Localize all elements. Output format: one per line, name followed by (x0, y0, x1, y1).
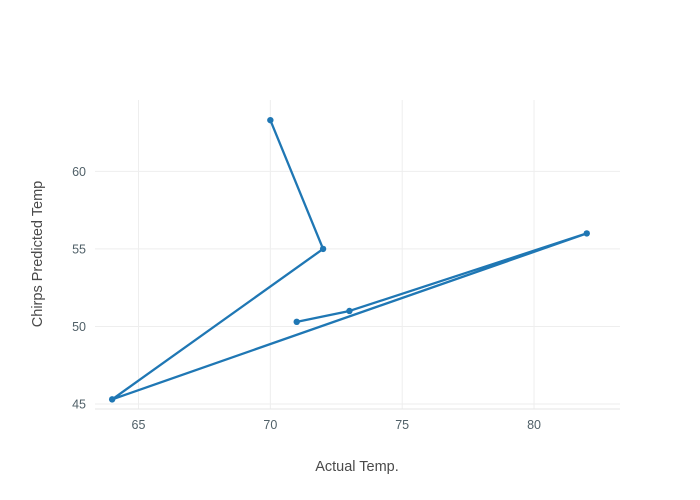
y-tick-label: 60 (72, 165, 86, 179)
y-tick-label: 55 (72, 242, 86, 256)
data-point[interactable] (267, 116, 274, 124)
plot-area[interactable] (95, 100, 620, 409)
data-point[interactable] (319, 245, 327, 253)
data-point[interactable] (293, 318, 300, 326)
y-tick-label: 45 (72, 398, 86, 412)
tick-labels: 65 70 75 80 45 50 55 60 (72, 165, 541, 432)
data-point[interactable] (346, 307, 353, 315)
x-tick-label: 75 (395, 418, 409, 432)
data-trace (108, 116, 590, 403)
y-tick-label: 50 (72, 320, 86, 334)
data-point[interactable] (583, 230, 590, 237)
y-axis-title: Chirps Predicted Temp (30, 181, 46, 327)
x-tick-label: 80 (527, 418, 541, 432)
data-point[interactable] (108, 396, 116, 403)
gridlines (95, 100, 620, 409)
x-tick-label: 65 (132, 418, 146, 432)
trace-line (110, 119, 588, 401)
x-axis-title: Actual Temp. (315, 459, 399, 475)
x-tick-label: 70 (263, 418, 277, 432)
